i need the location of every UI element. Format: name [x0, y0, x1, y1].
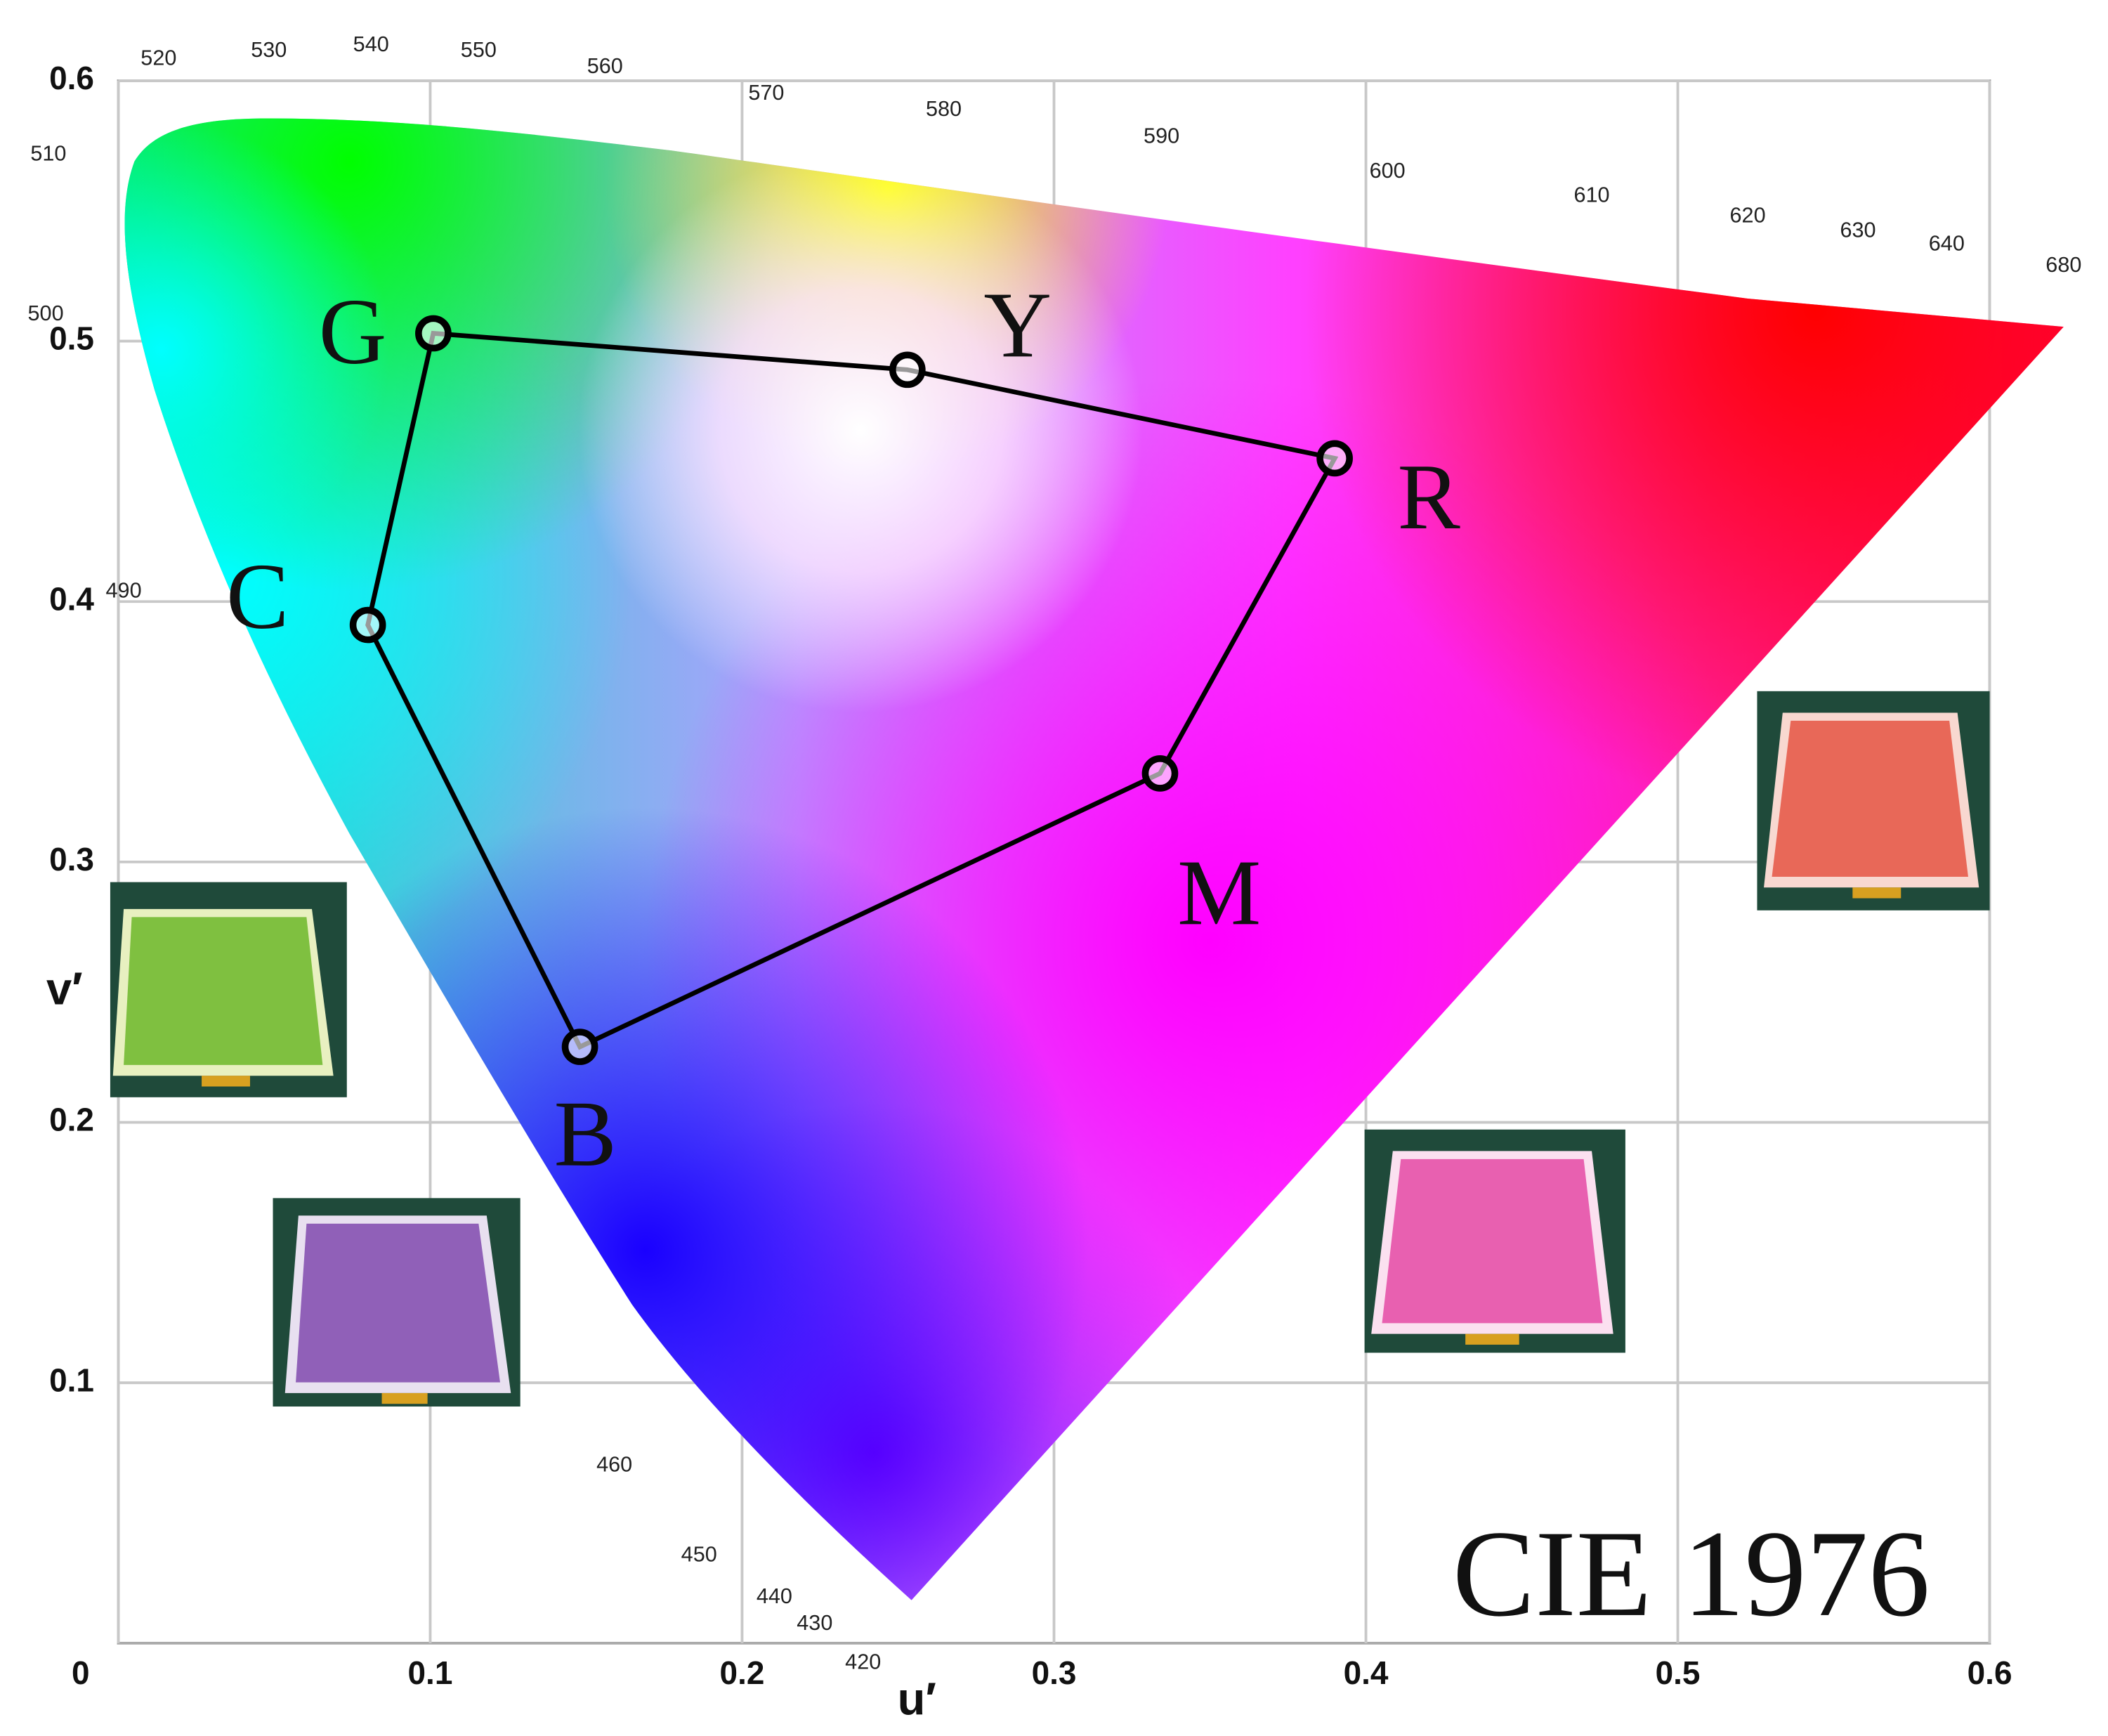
photo-red [1757, 691, 1990, 911]
y-tick-label: 0.2 [49, 1102, 94, 1138]
y-axis-label: v′ [46, 963, 83, 1014]
wavelength-label: 640 [1929, 231, 1965, 255]
y-tick-label: 0.4 [49, 580, 94, 617]
photo-pink [1364, 1129, 1625, 1353]
points: G Y R M B C [226, 273, 1460, 1185]
point [889, 351, 926, 389]
point-label: G [319, 280, 387, 384]
point-label: B [554, 1082, 617, 1186]
wavelength-label: 530 [251, 38, 287, 62]
wavelength-label: 570 [748, 81, 784, 105]
wavelength-label: 440 [757, 1584, 792, 1608]
x-tick-label: 0 [72, 1655, 90, 1691]
y-tick-label: 0.6 [49, 60, 94, 96]
wavelength-label: 580 [926, 97, 962, 121]
wavelength-label: 450 [681, 1543, 717, 1567]
wavelength-label: 600 [1370, 159, 1406, 183]
wavelength-label: 420 [845, 1650, 881, 1674]
point-label: C [226, 544, 289, 648]
wavelength-label: 620 [1730, 203, 1766, 227]
wavelength-label: 560 [587, 54, 623, 78]
wavelength-labels: 520 530 540 550 560 570 580 590 600 610 620 630 640 6… [28, 32, 2082, 1673]
point-label: Y [983, 273, 1052, 377]
x-tick-label: 0.1 [408, 1655, 453, 1691]
point [1141, 755, 1179, 792]
chart-title: CIE 1976 [1453, 1506, 1930, 1643]
point-label: R [1397, 445, 1460, 549]
wavelength-label: 610 [1574, 183, 1610, 207]
wavelength-label: 500 [28, 301, 64, 325]
wavelength-label: 630 [1840, 218, 1875, 242]
y-tick-label: 0.3 [49, 841, 94, 877]
point [415, 315, 452, 352]
x-tick-label: 0.2 [720, 1655, 765, 1691]
photo-green [110, 882, 347, 1097]
point [1316, 440, 1353, 477]
y-tick-label: 0.5 [49, 320, 94, 357]
wavelength-label: 680 [2045, 253, 2081, 277]
wavelength-label: 590 [1144, 124, 1179, 148]
wavelength-label: 510 [30, 141, 66, 165]
x-tick-label: 0.5 [1656, 1655, 1701, 1691]
wavelength-label: 540 [353, 32, 389, 56]
point [349, 606, 386, 644]
photo-purple [273, 1198, 521, 1407]
x-axis-label: u′ [898, 1673, 936, 1724]
x-tick-label: 0.4 [1344, 1655, 1389, 1691]
wavelength-label: 490 [106, 578, 142, 602]
wavelength-label: 460 [596, 1452, 632, 1476]
point-label: M [1177, 840, 1261, 944]
wavelength-label: 520 [140, 46, 176, 70]
x-tick-label: 0.6 [1968, 1655, 2012, 1691]
point [561, 1029, 598, 1065]
wavelength-label: 550 [461, 38, 497, 62]
x-tick-label: 0.3 [1032, 1655, 1077, 1691]
y-tick-label: 0.1 [49, 1362, 94, 1398]
wavelength-label: 430 [797, 1611, 832, 1635]
